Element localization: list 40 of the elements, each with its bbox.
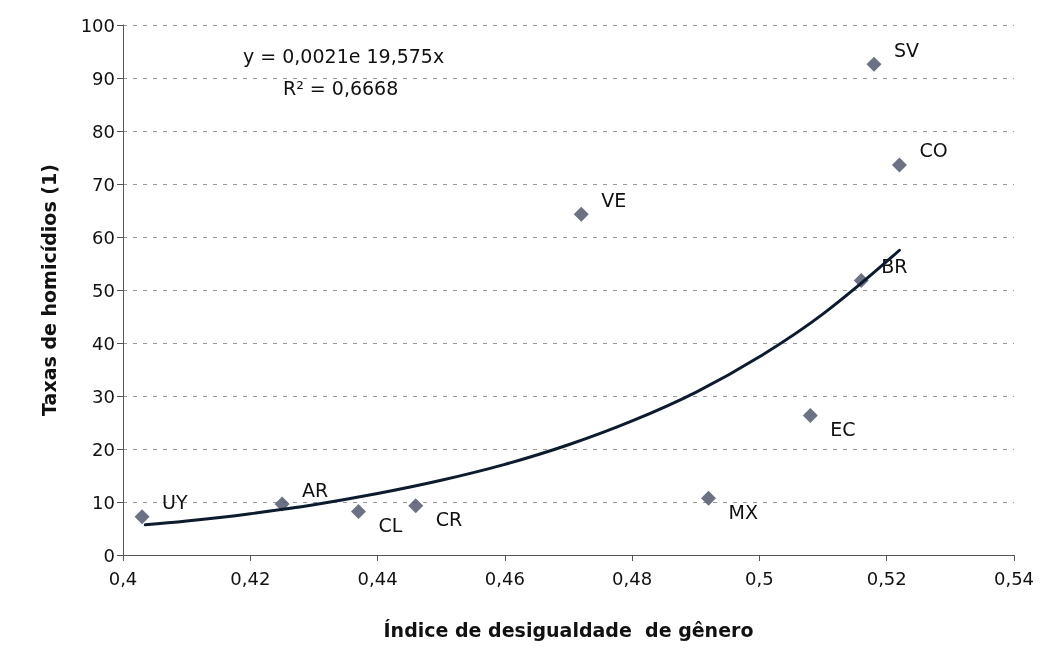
y-tick-label: 20	[92, 438, 115, 460]
annotation: y = 0,0021e 19,575x	[243, 44, 445, 67]
y-tick-label: 90	[92, 67, 115, 89]
annotation: CO	[919, 139, 948, 162]
y-tick-label: 80	[92, 120, 115, 142]
y-tick-label: 10	[92, 491, 115, 513]
annotation: CL	[378, 514, 403, 537]
x-tick-label: 0,5	[745, 567, 774, 589]
x-tick-label: 0,54	[993, 567, 1035, 589]
x-tick-label: 0,52	[866, 567, 907, 589]
annotation: CR	[435, 508, 463, 531]
y-tick-label: 60	[92, 226, 115, 248]
y-tick-label: 70	[92, 173, 115, 195]
x-tick-label: 0,48	[612, 567, 653, 589]
annotation: EC	[830, 418, 856, 441]
point	[802, 408, 818, 424]
y-tick-label: 0	[103, 544, 115, 566]
annotation: VE	[601, 188, 627, 211]
x-axis-title: Índice de desigualdade de gênero	[383, 618, 754, 641]
x-tick-label: 0,46	[484, 567, 525, 589]
y-tick-label: 30	[92, 385, 115, 407]
y-axis-title: Taxas de homicídios (1)	[37, 164, 60, 416]
annotation: MX	[728, 500, 758, 523]
point	[701, 490, 717, 506]
annotation: R² = 0,6668	[283, 76, 399, 99]
annotation: SV	[893, 38, 920, 61]
annotation: UY	[162, 491, 188, 514]
y-tick-label: 40	[92, 332, 115, 354]
annotation: AR	[302, 478, 329, 501]
point	[573, 206, 589, 222]
point	[350, 504, 366, 520]
y-tick-label: 50	[92, 279, 115, 301]
x-tick-label: 0,42	[230, 567, 271, 589]
point	[408, 498, 424, 514]
point	[134, 509, 150, 525]
y-tick-label: 100	[80, 14, 115, 36]
x-tick-label: 0,44	[357, 567, 398, 589]
x-tick-label: 0,4	[108, 567, 138, 589]
point	[866, 56, 882, 72]
point	[891, 157, 907, 173]
